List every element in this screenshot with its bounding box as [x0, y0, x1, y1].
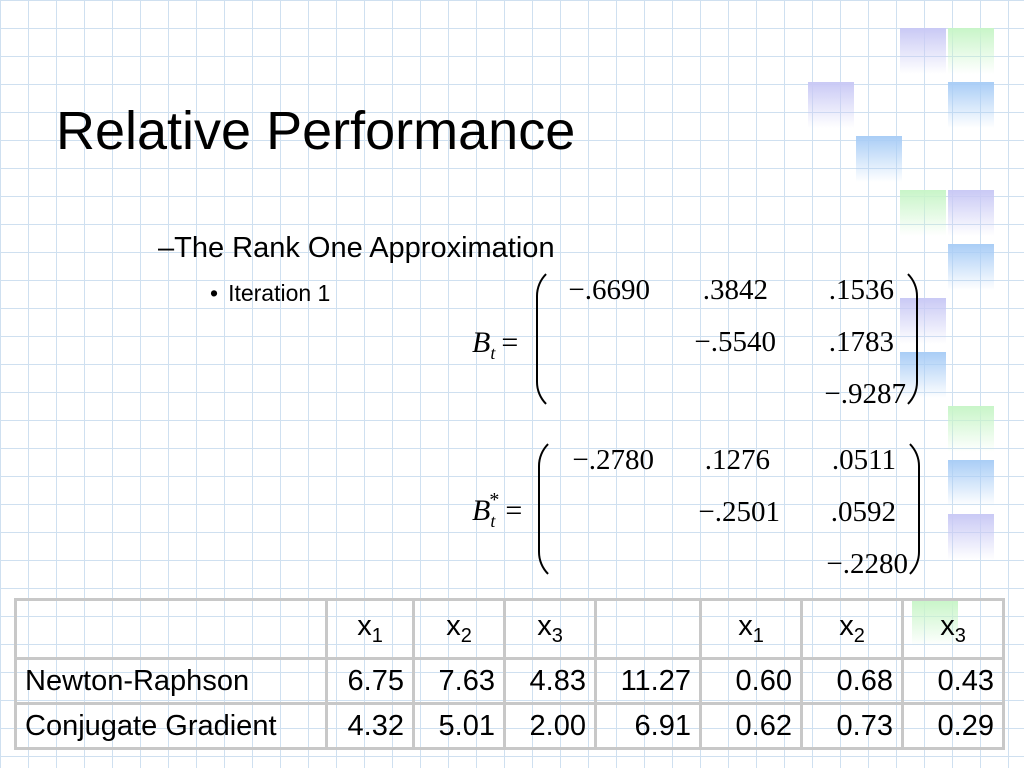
matrix-bt-star-cell: −.2780	[572, 444, 654, 476]
decorative-square	[948, 460, 994, 506]
table-header-row: x1 x2 x3 x1 x2 x3	[14, 598, 1005, 660]
table-cell: 0.73	[800, 702, 904, 750]
decorative-square	[900, 298, 946, 344]
matrix-bt-equals: =	[501, 326, 519, 359]
performance-table: x1 x2 x3 x1 x2 x3 Newton-Raphson 6.75 7.…	[14, 598, 1005, 750]
table-cell: 0.29	[901, 702, 1005, 750]
header-sub: 2	[853, 624, 865, 647]
row-method: Newton-Raphson	[14, 657, 328, 705]
table-cell: 0.68	[800, 657, 904, 705]
table-cell: 11.27	[594, 657, 702, 705]
header-var: x	[537, 610, 552, 643]
header-cell: x3	[901, 598, 1005, 660]
header-cell	[594, 598, 702, 660]
matrix-bt-cell: .1783	[828, 326, 894, 358]
table-cell: 4.32	[325, 702, 415, 750]
matrix-bt-left-paren	[536, 264, 568, 414]
header-sub: 3	[551, 624, 563, 647]
matrix-bt-cell: −.9287	[824, 378, 906, 410]
matrix-bt-star-subscript: t	[490, 511, 496, 531]
header-var: x	[940, 610, 955, 643]
matrix-bt-star-cell: .0511	[831, 444, 896, 476]
decorative-square	[900, 190, 946, 236]
row-method: Conjugate Gradient	[14, 702, 328, 750]
header-cell: x2	[800, 598, 904, 660]
decorative-square	[948, 406, 994, 452]
header-sub: 3	[954, 624, 966, 647]
header-var: x	[738, 610, 753, 643]
table-cell: 6.91	[594, 702, 702, 750]
matrix-bt-star-label: Bt* =	[472, 489, 523, 532]
header-sub: 1	[752, 624, 764, 647]
table-cell: 0.62	[699, 702, 803, 750]
decorative-square	[900, 28, 946, 74]
header-sub: 2	[460, 624, 472, 647]
table-row: Conjugate Gradient 4.32 5.01 2.00 6.91 0…	[14, 702, 1005, 750]
bullet-marker: •	[210, 280, 219, 306]
table-cell: 7.63	[412, 657, 506, 705]
header-cell: x1	[325, 598, 415, 660]
bullet-text: Iteration 1	[228, 280, 331, 306]
table-cell: 2.00	[503, 702, 597, 750]
decorative-square	[948, 82, 994, 128]
decorative-square	[856, 136, 902, 182]
header-cell: x3	[503, 598, 597, 660]
header-cell: x1	[699, 598, 803, 660]
subheading: –The Rank One Approximation	[158, 232, 555, 265]
table-cell: 4.83	[503, 657, 597, 705]
table-cell: 5.01	[412, 702, 506, 750]
matrix-bt-right-paren	[886, 264, 918, 414]
table-cell: 6.75	[325, 657, 415, 705]
matrix-bt-star-cell: .0592	[830, 496, 896, 528]
matrix-bt-cell: −.5540	[694, 326, 776, 358]
header-cell: x2	[412, 598, 506, 660]
header-blank-cell	[14, 598, 328, 660]
matrix-bt-star-left-paren	[538, 434, 570, 584]
subheading-text: The Rank One Approximation	[174, 232, 555, 264]
matrix-bt-star-right-paren	[888, 434, 920, 584]
matrix-bt-star-equals: =	[505, 494, 523, 527]
matrix-bt-symbol: B	[472, 326, 491, 359]
table-cell: 0.60	[699, 657, 803, 705]
table-row: Newton-Raphson 6.75 7.63 4.83 11.27 0.60…	[14, 657, 1005, 705]
matrix-bt-label: Bt =	[472, 326, 518, 364]
bullet-item: • Iteration 1	[210, 280, 330, 307]
table-cell: 0.43	[901, 657, 1005, 705]
decorative-square	[948, 190, 994, 236]
matrix-bt-subscript: t	[490, 343, 496, 363]
matrix-bt-cell: .1536	[828, 274, 894, 306]
matrix-bt-cell: −.6690	[568, 274, 650, 306]
slide-title: Relative Performance	[56, 101, 576, 161]
matrix-bt-star-cell: −.2280	[826, 548, 908, 580]
matrix-bt-star-superscript: *	[489, 489, 500, 511]
decorative-square	[948, 514, 994, 560]
matrix-bt-star-symbol: B	[472, 494, 491, 527]
matrix-bt-cell: .3842	[702, 274, 768, 306]
matrix-bt-star-cell: .1276	[704, 444, 770, 476]
decorative-square	[808, 82, 854, 128]
subheading-marker: –	[158, 232, 175, 264]
matrix-bt-star-cell: −.2501	[698, 496, 780, 528]
decorative-square	[948, 28, 994, 74]
header-var: x	[446, 610, 461, 643]
header-var: x	[357, 610, 372, 643]
header-var: x	[839, 610, 854, 643]
header-sub: 1	[371, 624, 383, 647]
decorative-square	[948, 244, 994, 290]
